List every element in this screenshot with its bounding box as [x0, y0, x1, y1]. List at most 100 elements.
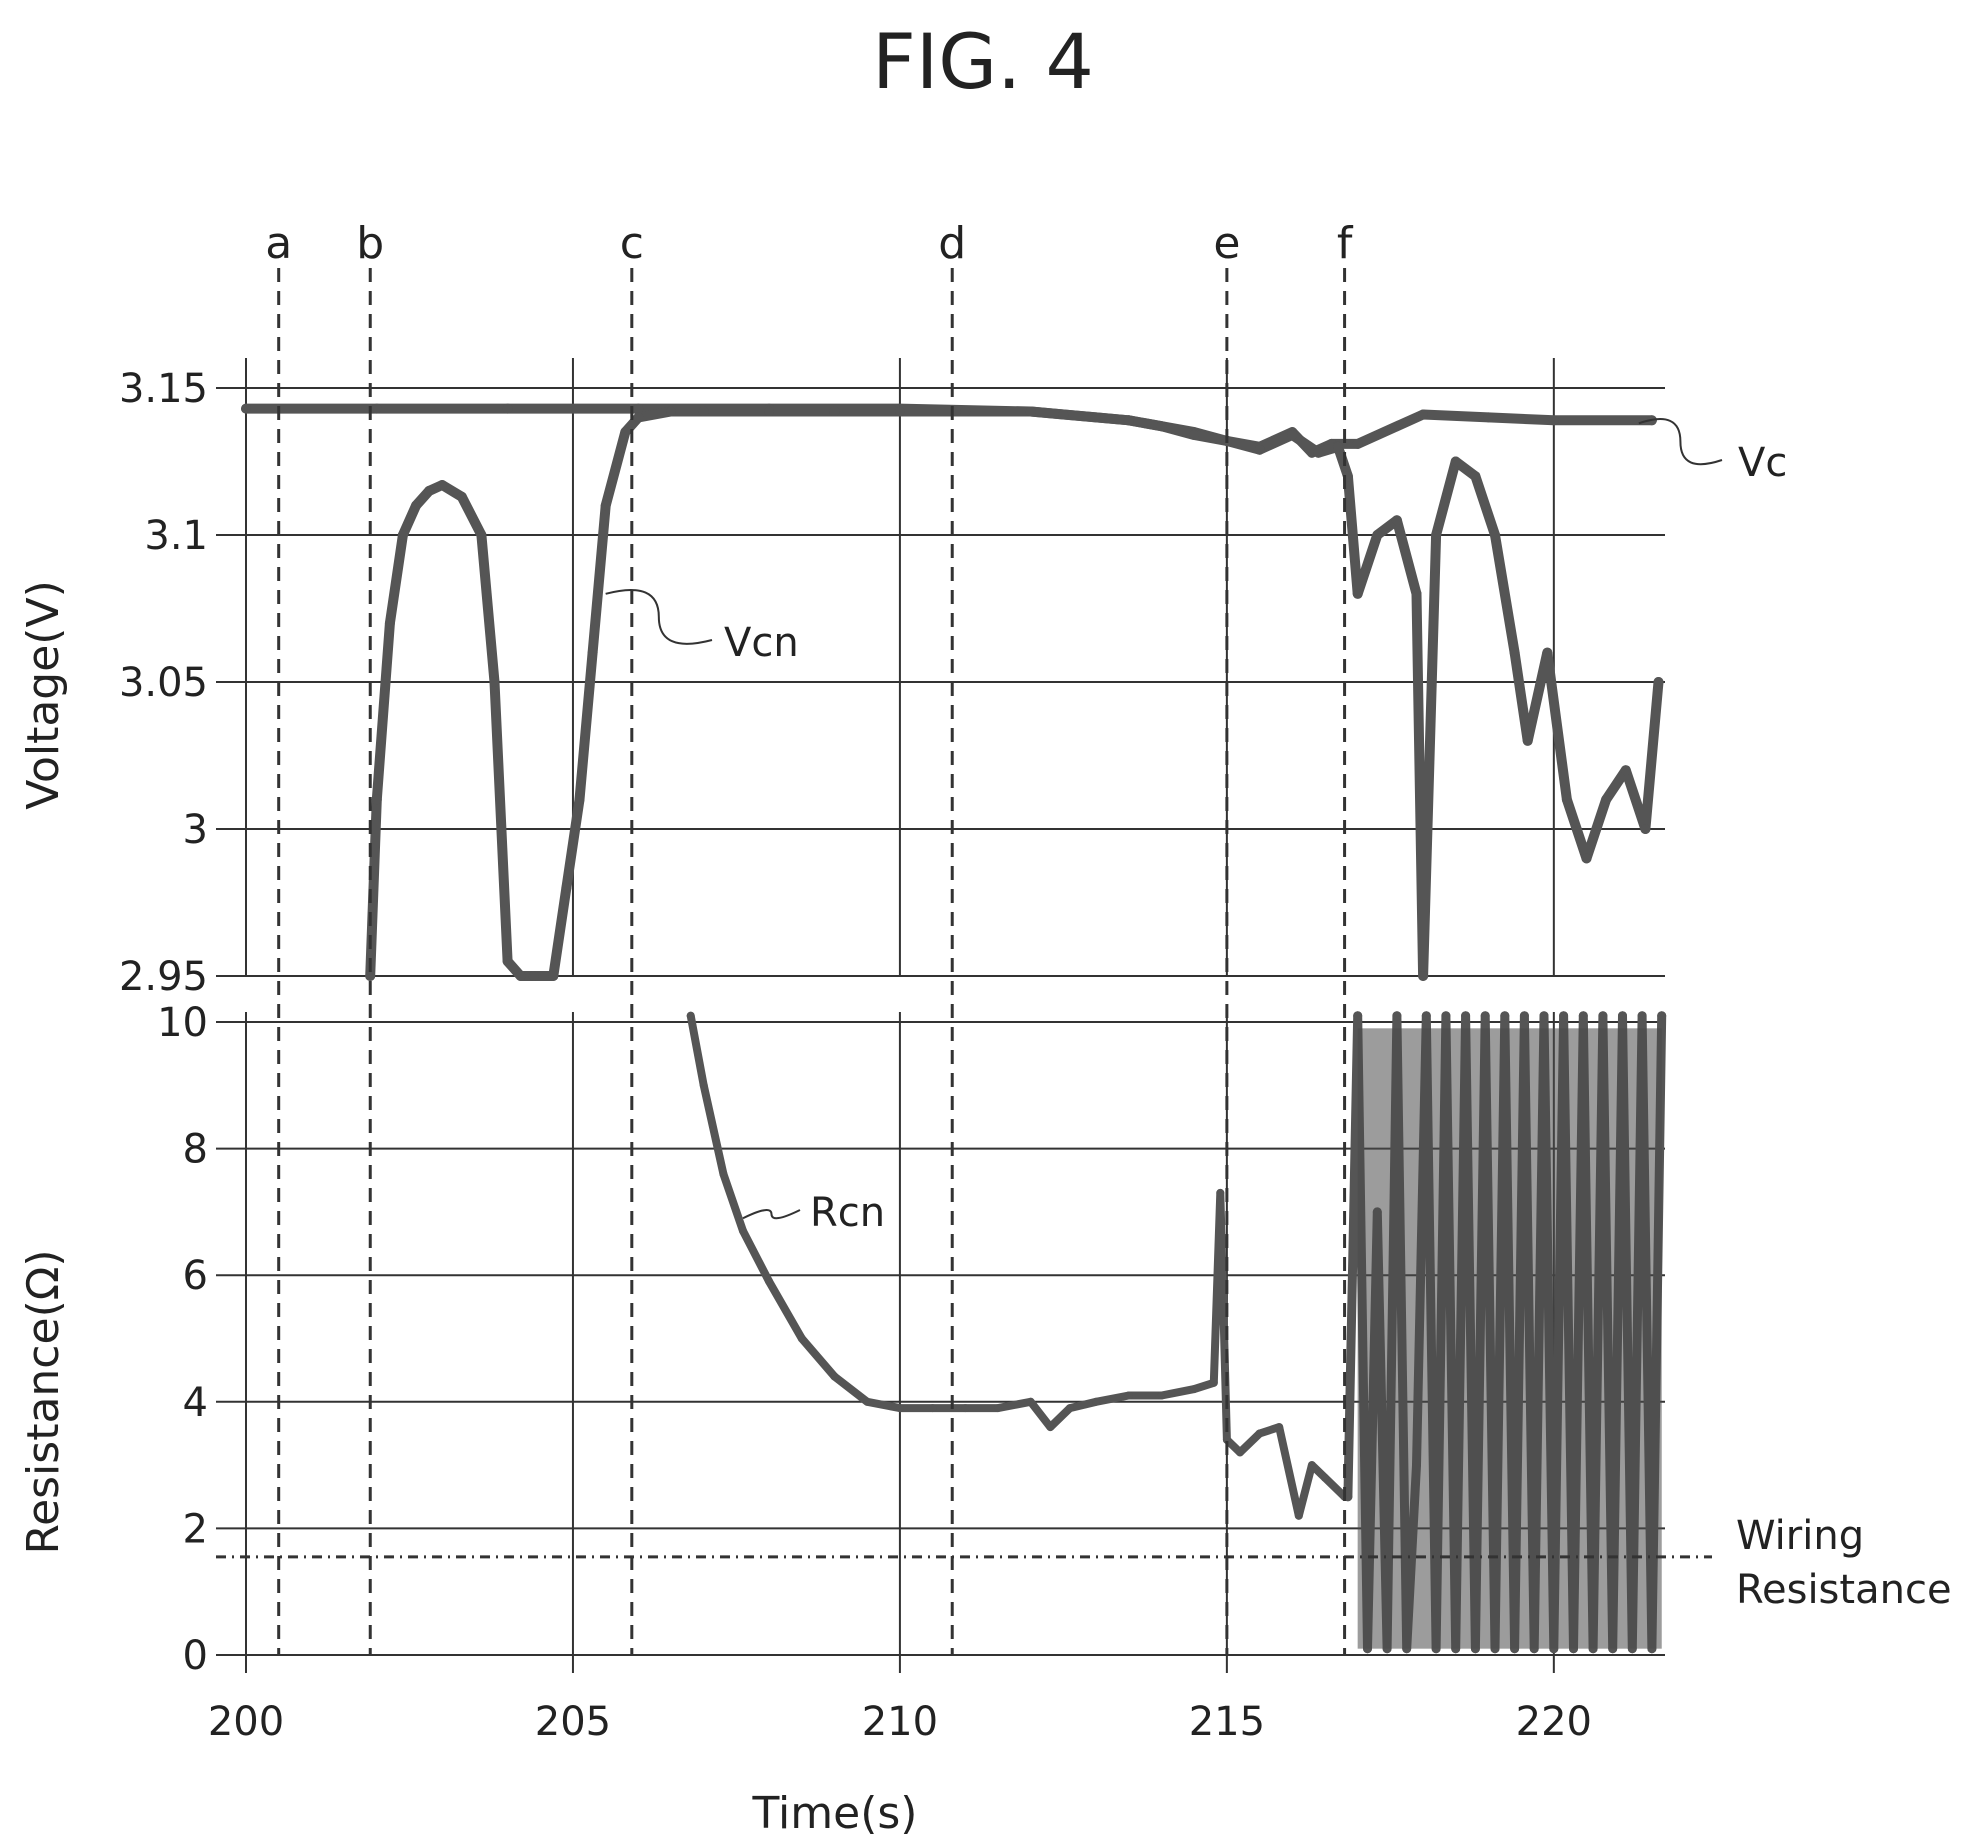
voltage-annotations: Vc Vcn — [605, 418, 1787, 666]
rcn-data-point — [863, 1397, 872, 1406]
rcn-data-point — [1294, 1511, 1303, 1520]
vcn-data-point — [1620, 765, 1631, 776]
vc-data-point — [502, 403, 513, 414]
vcn-data-point — [411, 500, 421, 511]
rcn-data-point — [739, 1226, 747, 1235]
marker-label-e: e — [1213, 218, 1240, 269]
vcn-data-point — [1431, 530, 1442, 540]
voltage-gridlines — [216, 358, 1665, 977]
noise-data-point — [1500, 1011, 1510, 1021]
vcn-data-point — [829, 406, 840, 417]
resistance-noise-band — [1357, 1028, 1662, 1649]
vcn-data-point — [1091, 412, 1102, 423]
vcn-data-point — [1561, 794, 1572, 805]
vcn-data-point — [1490, 530, 1500, 540]
noise-data-point — [1392, 1011, 1402, 1021]
noise-data-point — [1353, 1011, 1363, 1021]
voltage-tick-label: 3.05 — [119, 660, 208, 706]
rcn-data-point — [895, 1404, 904, 1413]
marker-label-c: c — [620, 218, 644, 269]
vcn-data-point — [587, 647, 598, 658]
vcn-data-point — [960, 406, 971, 417]
vcn-data-point — [698, 406, 709, 417]
vcn-data-point — [1542, 647, 1553, 658]
vcn-data-point — [764, 406, 775, 417]
time-tick-label: 220 — [1516, 1699, 1592, 1745]
vcn-data-point — [456, 491, 467, 502]
vcn-data-point — [1313, 447, 1324, 458]
resistance-axis-label: Resistance(Ω) — [18, 1249, 69, 1554]
vcn-series-line — [365, 406, 1664, 981]
vc-data-point — [241, 403, 251, 414]
resistance-y-ticks: 10 8 6 4 2 0 — [157, 1000, 208, 1679]
rcn-data-point — [961, 1404, 970, 1413]
rcn-data-point — [1065, 1404, 1074, 1413]
rcn-data-point — [797, 1334, 806, 1343]
rcn-data-point — [1307, 1461, 1316, 1470]
vcn-data-point — [1352, 588, 1363, 599]
vcn-data-point — [1333, 441, 1343, 452]
rcn-data-point — [1157, 1391, 1166, 1400]
vc-annotation: Vc — [1738, 440, 1787, 486]
vc-data-point — [371, 403, 382, 414]
noise-data-point — [1480, 1011, 1490, 1021]
resistance-tick-label: 8 — [183, 1127, 208, 1173]
voltage-tick-label: 3.1 — [144, 513, 208, 559]
vcn-data-point — [1470, 471, 1481, 482]
vcn-data-point — [515, 971, 526, 981]
vcn-data-point — [1287, 430, 1298, 440]
rcn-data-point — [699, 1081, 708, 1090]
rcn-data-point — [1092, 1397, 1101, 1406]
noise-data-point — [1637, 1011, 1647, 1021]
vcn-data-point — [1025, 406, 1036, 417]
noise-data-point — [1421, 1011, 1431, 1021]
vcn-data-point — [1640, 824, 1651, 834]
vcn-data-point — [1653, 677, 1664, 687]
noise-data-point — [1461, 1011, 1471, 1021]
vcn-data-point — [489, 677, 500, 687]
time-x-ticks: 200 205 210 215 220 — [208, 1699, 1592, 1745]
rcn-annotation: Rcn — [810, 1190, 885, 1236]
rcn-data-point — [830, 1372, 839, 1381]
vcn-annotation: Vcn — [724, 620, 799, 666]
noise-data-point — [1618, 1011, 1627, 1021]
rcn-annotation-leader — [742, 1209, 801, 1220]
vc-annotation-leader — [1638, 418, 1723, 466]
resistance-tick-label: 2 — [183, 1506, 208, 1552]
rcn-data-point — [994, 1404, 1002, 1413]
vcn-data-point — [502, 956, 513, 967]
rcn-data-point — [719, 1169, 728, 1178]
vc-data-point — [633, 403, 644, 414]
vcn-data-point — [424, 485, 435, 496]
rcn-data-point — [1216, 1188, 1225, 1197]
voltage-tick-label: 2.95 — [119, 954, 208, 1000]
rcn-data-point — [1190, 1385, 1199, 1394]
rcn-data-point — [1255, 1429, 1264, 1438]
vcn-data-point — [1450, 456, 1461, 467]
rcn-data-point — [928, 1404, 937, 1413]
vcn-data-point — [1391, 515, 1402, 526]
resistance-tick-label: 0 — [183, 1633, 208, 1679]
noise-data-point — [1598, 1011, 1608, 1021]
vcn-data-point — [1411, 588, 1422, 599]
vcn-data-point — [633, 412, 644, 423]
resistance-tick-label: 10 — [157, 1000, 208, 1046]
rcn-series-line — [686, 1011, 1349, 1520]
marker-label-a: a — [265, 218, 292, 269]
resistance-annotations: Rcn — [742, 1190, 885, 1236]
vcn-data-point — [574, 794, 585, 805]
resistance-tick-label: 4 — [183, 1380, 208, 1426]
vcn-data-point — [620, 427, 631, 438]
voltage-tick-label: 3.15 — [119, 366, 208, 412]
rcn-data-point — [1236, 1448, 1244, 1457]
vcn-data-point — [1522, 735, 1533, 746]
voltage-tick-label: 3 — [183, 807, 208, 853]
voltage-panel: 3.15 3.1 3.05 3 2.95 Vc Vcn — [119, 358, 1787, 1000]
vcn-data-point — [1189, 430, 1200, 440]
vcn-data-point — [1123, 415, 1134, 426]
wiring-resistance-reference: Wiring Resistance — [216, 1513, 1952, 1613]
vcn-data-point — [1581, 853, 1592, 864]
noise-data-point — [1519, 1011, 1529, 1021]
event-markers: a b c d e f — [265, 218, 1354, 1655]
rcn-data-point — [1321, 1473, 1329, 1482]
